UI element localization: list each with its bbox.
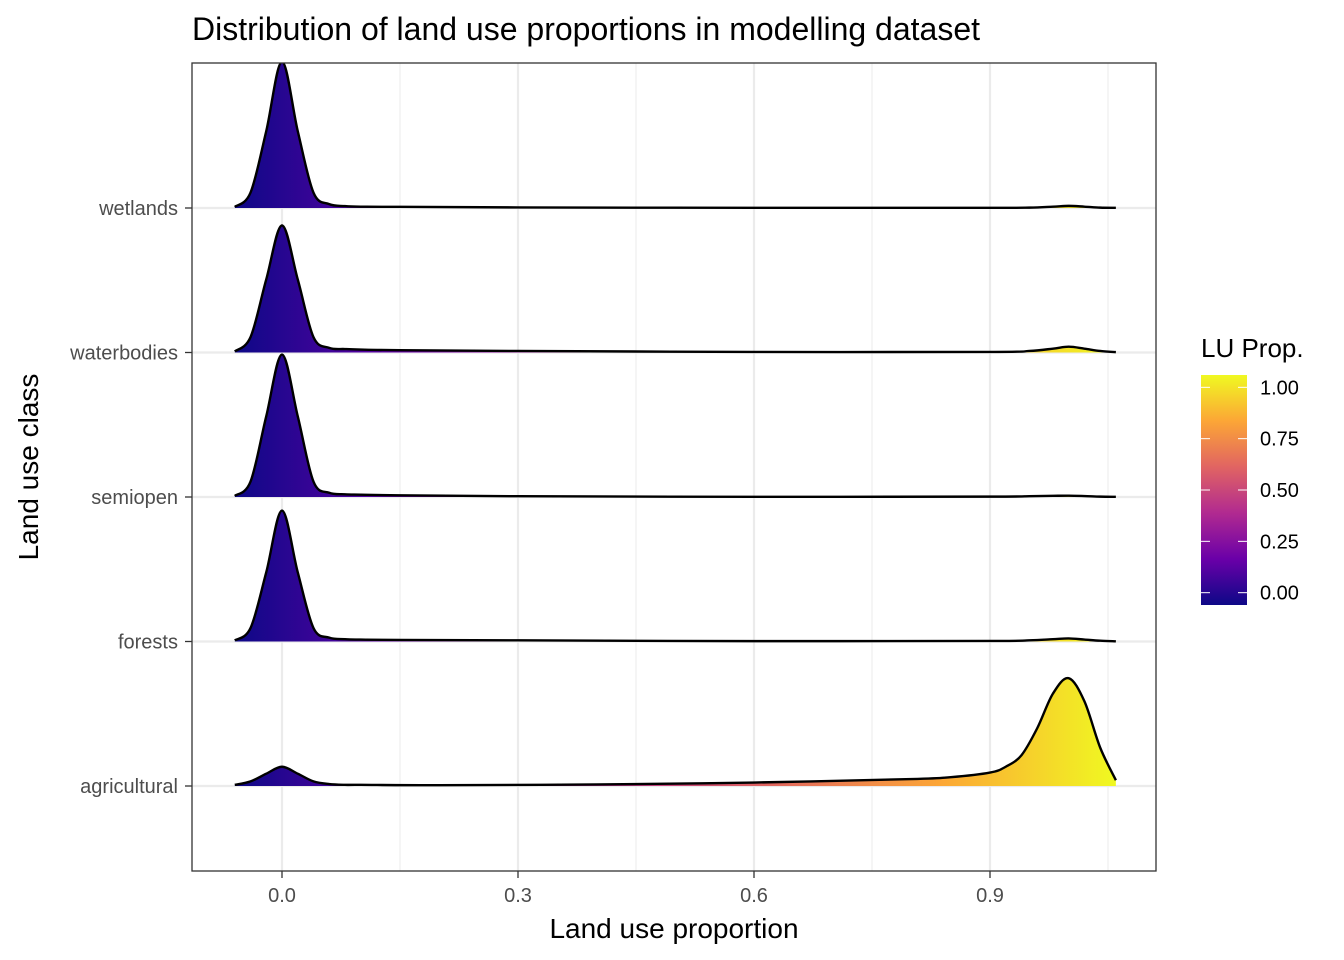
ridge-waterbodies: [233, 224, 1116, 354]
ridges: [233, 63, 1117, 787]
x-tick-label: 0.0: [268, 885, 296, 907]
ridge-agricultural: [234, 676, 1117, 787]
y-tick-label: semiopen: [91, 487, 178, 509]
legend-label: 1.00: [1260, 377, 1299, 399]
ridge-semiopen: [233, 353, 1116, 499]
legend-title: LU Prop.: [1201, 333, 1304, 363]
chart-title: Distribution of land use proportions in …: [192, 11, 980, 47]
ridge-line-agricultural: [234, 676, 1117, 787]
y-tick-label: wetlands: [98, 198, 178, 220]
x-axis: 0.0 0.3 0.6 0.9: [268, 871, 1004, 907]
legend-label: 0.75: [1260, 429, 1299, 451]
legend: LU Prop. 1.00 0.75 0.50 0.25 0.00: [1201, 333, 1304, 605]
legend-label: 0.00: [1260, 583, 1299, 605]
ridge-wetlands: [233, 63, 1116, 210]
x-axis-title: Land use proportion: [549, 913, 798, 944]
plot-border: [191, 62, 1157, 872]
x-tick-label: 0.9: [976, 885, 1004, 907]
legend-label: 0.25: [1260, 531, 1299, 553]
x-tick-label: 0.6: [740, 885, 768, 907]
ridge-fill-agricultural: [234, 678, 1116, 786]
y-tick-label: agricultural: [80, 776, 178, 798]
y-tick-label: waterbodies: [69, 343, 178, 365]
plot-panel: [192, 63, 1156, 871]
ridge-line-waterbodies: [233, 224, 1116, 354]
legend-ticks: 1.00 0.75 0.50 0.25 0.00: [1201, 377, 1299, 605]
ridge-line-wetlands: [233, 63, 1116, 210]
ridge-line-semiopen: [233, 353, 1116, 499]
legend-label: 0.50: [1260, 480, 1299, 502]
x-tick-label: 0.3: [504, 885, 532, 907]
y-axis: agricultural forests semiopen waterbodies we…: [69, 198, 192, 798]
y-axis-title: Land use class: [13, 374, 44, 561]
ridge-forests: [234, 509, 1116, 643]
y-tick-label: forests: [118, 632, 178, 654]
ridge-line-forests: [234, 509, 1116, 643]
